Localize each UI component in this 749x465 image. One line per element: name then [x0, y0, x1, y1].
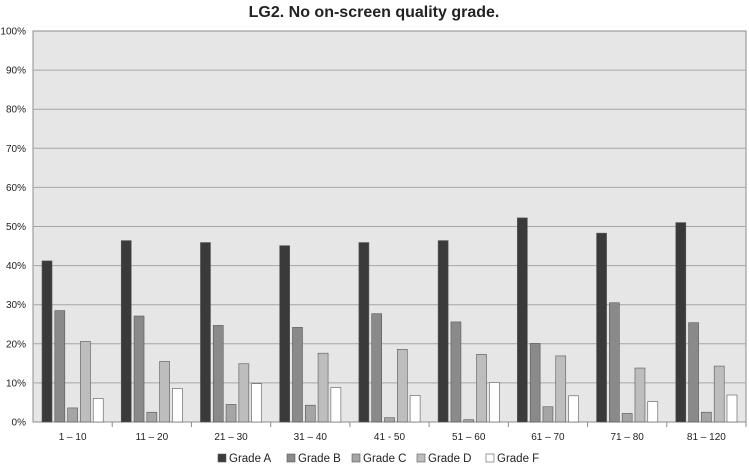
bar: [555, 355, 567, 423]
bar: [371, 313, 383, 423]
y-tick-label: 50%: [6, 222, 26, 233]
bar: [304, 404, 316, 423]
y-tick-label: 20%: [6, 339, 26, 350]
bar: [542, 406, 554, 423]
bar: [317, 352, 329, 423]
y-tick-label: 90%: [6, 66, 26, 77]
x-tick-label: 71 – 80: [610, 432, 644, 443]
bar: [384, 417, 395, 423]
bar: [41, 260, 53, 423]
bar: [120, 240, 132, 423]
bar: [396, 348, 408, 423]
bar: [330, 387, 342, 423]
bar: [238, 363, 250, 423]
y-tick-label: 40%: [6, 261, 26, 272]
x-tick-label: 81 – 120: [687, 432, 726, 443]
bar: [212, 325, 224, 423]
legend-label: Grade F: [497, 453, 539, 465]
y-tick-label: 80%: [6, 105, 26, 116]
bar: [409, 395, 421, 423]
x-tick-label: 31 – 40: [294, 432, 328, 443]
bar: [529, 343, 541, 423]
x-tick-label: 21 – 30: [214, 432, 248, 443]
y-tick-label: 60%: [6, 183, 26, 194]
y-tick-label: 30%: [6, 300, 26, 311]
bar: [476, 354, 487, 423]
bar: [634, 367, 646, 423]
bar: [251, 383, 262, 423]
bar: [67, 407, 78, 423]
bar: [279, 245, 290, 423]
legend: Grade A Grade B Grade C Grade D Grade F: [217, 453, 539, 465]
chart-title: LG2. No on-screen quality grade.: [249, 4, 500, 21]
bar: [92, 398, 104, 423]
x-tick-label: 1 – 10: [59, 432, 87, 443]
legend-label: Grade C: [363, 453, 406, 465]
bar: [517, 217, 528, 423]
bar: [675, 222, 687, 423]
legend-swatch: [351, 453, 361, 463]
legend-label: Grade B: [298, 453, 341, 465]
bar: [54, 310, 66, 423]
bar: [437, 240, 449, 423]
y-tick-label: 70%: [6, 144, 26, 155]
bar: [172, 388, 183, 423]
y-tick-label: 10%: [6, 378, 26, 389]
bar: [463, 419, 475, 423]
x-tick-label: 11 – 20: [136, 432, 169, 443]
x-tick-label: 41 - 50: [374, 432, 406, 443]
x-tick-label: 51 – 60: [452, 432, 486, 443]
bar: [726, 394, 738, 423]
legend-label: Grade D: [428, 453, 471, 465]
legend-swatch: [286, 453, 296, 463]
bar: [688, 322, 699, 423]
y-tick-label: 0%: [12, 418, 27, 429]
bar: [292, 327, 303, 423]
bar: [568, 395, 579, 423]
y-axis-ticks: 0% 10% 20% 30% 40% 50% 60% 70% 80% 90% 100%: [0, 27, 26, 429]
gridlines: [33, 69, 746, 384]
bar: [80, 341, 91, 423]
bar: [133, 315, 145, 423]
bar: [609, 302, 620, 423]
bar: [200, 242, 211, 423]
bar: [621, 413, 633, 423]
x-axis-ticks: 1 – 10 11 – 20 21 – 30 31 – 40 41 - 50 51 – 6…: [59, 422, 747, 443]
y-tick-label: 100%: [0, 27, 26, 38]
legend-label: Grade A: [229, 453, 272, 465]
bar: [701, 411, 712, 423]
bars: [41, 217, 738, 423]
legend-swatch: [416, 453, 426, 463]
legend-swatch: [485, 453, 495, 463]
bar: [358, 242, 370, 423]
bar: [450, 321, 462, 423]
bar: [146, 411, 158, 423]
x-tick-label: 61 – 70: [531, 432, 565, 443]
bar: [159, 361, 170, 423]
bar: [225, 404, 237, 423]
bar: [713, 365, 725, 423]
bar: [596, 232, 607, 423]
legend-swatch: [217, 453, 227, 463]
bar: [647, 401, 659, 423]
bar: [489, 382, 500, 423]
